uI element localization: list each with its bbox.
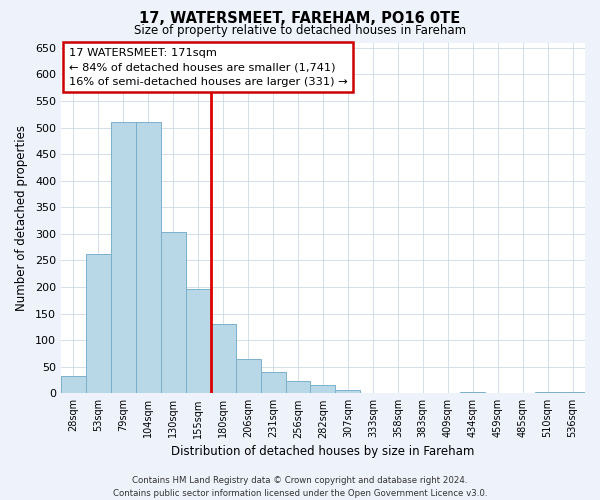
Bar	[86, 254, 111, 394]
Bar	[335, 390, 361, 394]
Text: Size of property relative to detached houses in Fareham: Size of property relative to detached ho…	[134, 24, 466, 37]
Text: Contains HM Land Registry data © Crown copyright and database right 2024.
Contai: Contains HM Land Registry data © Crown c…	[113, 476, 487, 498]
Y-axis label: Number of detached properties: Number of detached properties	[15, 125, 28, 311]
Bar	[310, 386, 335, 394]
Bar	[535, 392, 560, 394]
Bar	[236, 359, 260, 394]
Bar	[161, 232, 186, 394]
Bar	[61, 376, 86, 394]
X-axis label: Distribution of detached houses by size in Fareham: Distribution of detached houses by size …	[171, 444, 475, 458]
Bar	[186, 288, 211, 394]
Bar	[460, 392, 485, 394]
Text: 17 WATERSMEET: 171sqm
← 84% of detached houses are smaller (1,741)
16% of semi-d: 17 WATERSMEET: 171sqm ← 84% of detached …	[69, 48, 347, 86]
Bar	[286, 381, 310, 394]
Text: 17, WATERSMEET, FAREHAM, PO16 0TE: 17, WATERSMEET, FAREHAM, PO16 0TE	[139, 11, 461, 26]
Bar	[560, 392, 585, 394]
Bar	[111, 122, 136, 394]
Bar	[211, 324, 236, 394]
Bar	[260, 372, 286, 394]
Bar	[136, 122, 161, 394]
